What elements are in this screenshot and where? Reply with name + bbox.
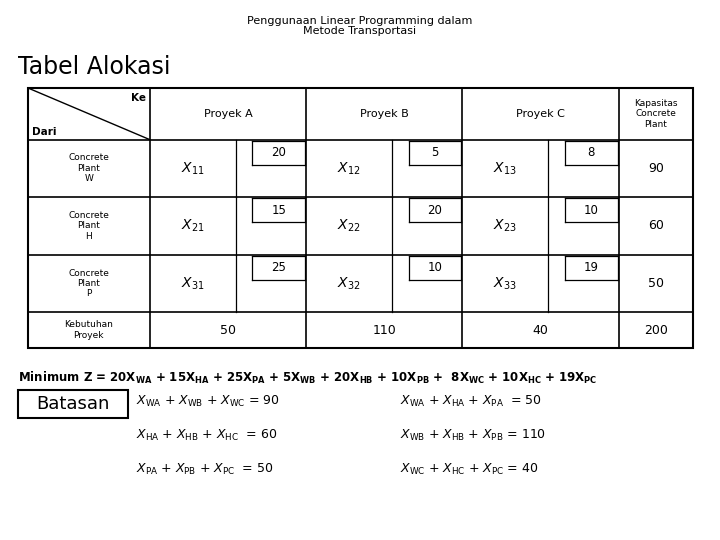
Text: Minimum Z = 20X$_{\mathregular{WA}}$ + 15X$_{\mathregular{HA}}$ + 25X$_{\mathreg: Minimum Z = 20X$_{\mathregular{WA}}$ + 1… — [18, 370, 597, 386]
Text: 10: 10 — [428, 261, 442, 274]
Text: 40: 40 — [533, 323, 549, 336]
Text: Proyek C: Proyek C — [516, 109, 565, 119]
Text: Concrete
Plant
H: Concrete Plant H — [68, 211, 109, 241]
Text: 19: 19 — [584, 261, 599, 274]
Text: $X_{\mathregular{HA}}$ + $X_{\mathregular{HB}}$ + $X_{\mathregular{HC}}$  = 60: $X_{\mathregular{HA}}$ + $X_{\mathregula… — [136, 428, 277, 443]
Text: $X_{\mathregular{WC}}$ + $X_{\mathregular{HC}}$ + $X_{\mathregular{PC}}$ = 40: $X_{\mathregular{WC}}$ + $X_{\mathregula… — [400, 462, 539, 477]
Text: Kapasitas
Concrete
Plant: Kapasitas Concrete Plant — [634, 99, 678, 129]
Text: 200: 200 — [644, 323, 667, 336]
Text: $X_{21}$: $X_{21}$ — [181, 218, 204, 234]
Text: 50: 50 — [648, 277, 664, 290]
Text: Kebutuhan
Proyek: Kebutuhan Proyek — [64, 320, 113, 340]
Text: 8: 8 — [588, 146, 595, 159]
Bar — [18, 390, 128, 418]
Text: Batasan: Batasan — [36, 395, 109, 413]
Text: 110: 110 — [372, 323, 396, 336]
Text: Metode Transportasi: Metode Transportasi — [303, 26, 417, 36]
Text: $X_{13}$: $X_{13}$ — [493, 160, 517, 177]
Text: $X_{12}$: $X_{12}$ — [337, 160, 361, 177]
Text: Proyek A: Proyek A — [204, 109, 252, 119]
Text: 15: 15 — [271, 204, 286, 217]
Text: Proyek B: Proyek B — [360, 109, 408, 119]
Text: Dari: Dari — [32, 126, 56, 137]
Text: 20: 20 — [428, 204, 442, 217]
Text: $X_{\mathregular{WA}}$ + $X_{\mathregular{WB}}$ + $X_{\mathregular{WC}}$ = 90: $X_{\mathregular{WA}}$ + $X_{\mathregula… — [136, 394, 279, 409]
Text: 10: 10 — [584, 204, 599, 217]
Text: $X_{11}$: $X_{11}$ — [181, 160, 204, 177]
Text: 50: 50 — [220, 323, 236, 336]
Text: Ke: Ke — [131, 93, 145, 103]
Text: $X_{33}$: $X_{33}$ — [493, 275, 517, 292]
Text: $X_{22}$: $X_{22}$ — [337, 218, 361, 234]
Text: $X_{23}$: $X_{23}$ — [493, 218, 517, 234]
Text: $X_{\mathregular{PA}}$ + $X_{\mathregular{PB}}$ + $X_{\mathregular{PC}}$  = 50: $X_{\mathregular{PA}}$ + $X_{\mathregula… — [136, 462, 274, 477]
Text: Concrete
Plant
W: Concrete Plant W — [68, 153, 109, 183]
Text: $X_{\mathregular{WB}}$ + $X_{\mathregular{HB}}$ + $X_{\mathregular{PB}}$ = 110: $X_{\mathregular{WB}}$ + $X_{\mathregula… — [400, 428, 546, 443]
Text: $X_{31}$: $X_{31}$ — [181, 275, 204, 292]
Text: 20: 20 — [271, 146, 286, 159]
Text: 90: 90 — [648, 162, 664, 175]
Text: $X_{32}$: $X_{32}$ — [337, 275, 361, 292]
Text: $X_{\mathregular{WA}}$ + $X_{\mathregular{HA}}$ + $X_{\mathregular{PA}}$  = 50: $X_{\mathregular{WA}}$ + $X_{\mathregula… — [400, 394, 542, 409]
Text: 60: 60 — [648, 219, 664, 232]
Text: 5: 5 — [431, 146, 438, 159]
Bar — [28, 88, 693, 348]
Text: Concrete
Plant
P: Concrete Plant P — [68, 268, 109, 299]
Text: Tabel Alokasi: Tabel Alokasi — [18, 55, 171, 79]
Text: 25: 25 — [271, 261, 286, 274]
Text: Penggunaan Linear Programming dalam: Penggunaan Linear Programming dalam — [247, 16, 473, 26]
